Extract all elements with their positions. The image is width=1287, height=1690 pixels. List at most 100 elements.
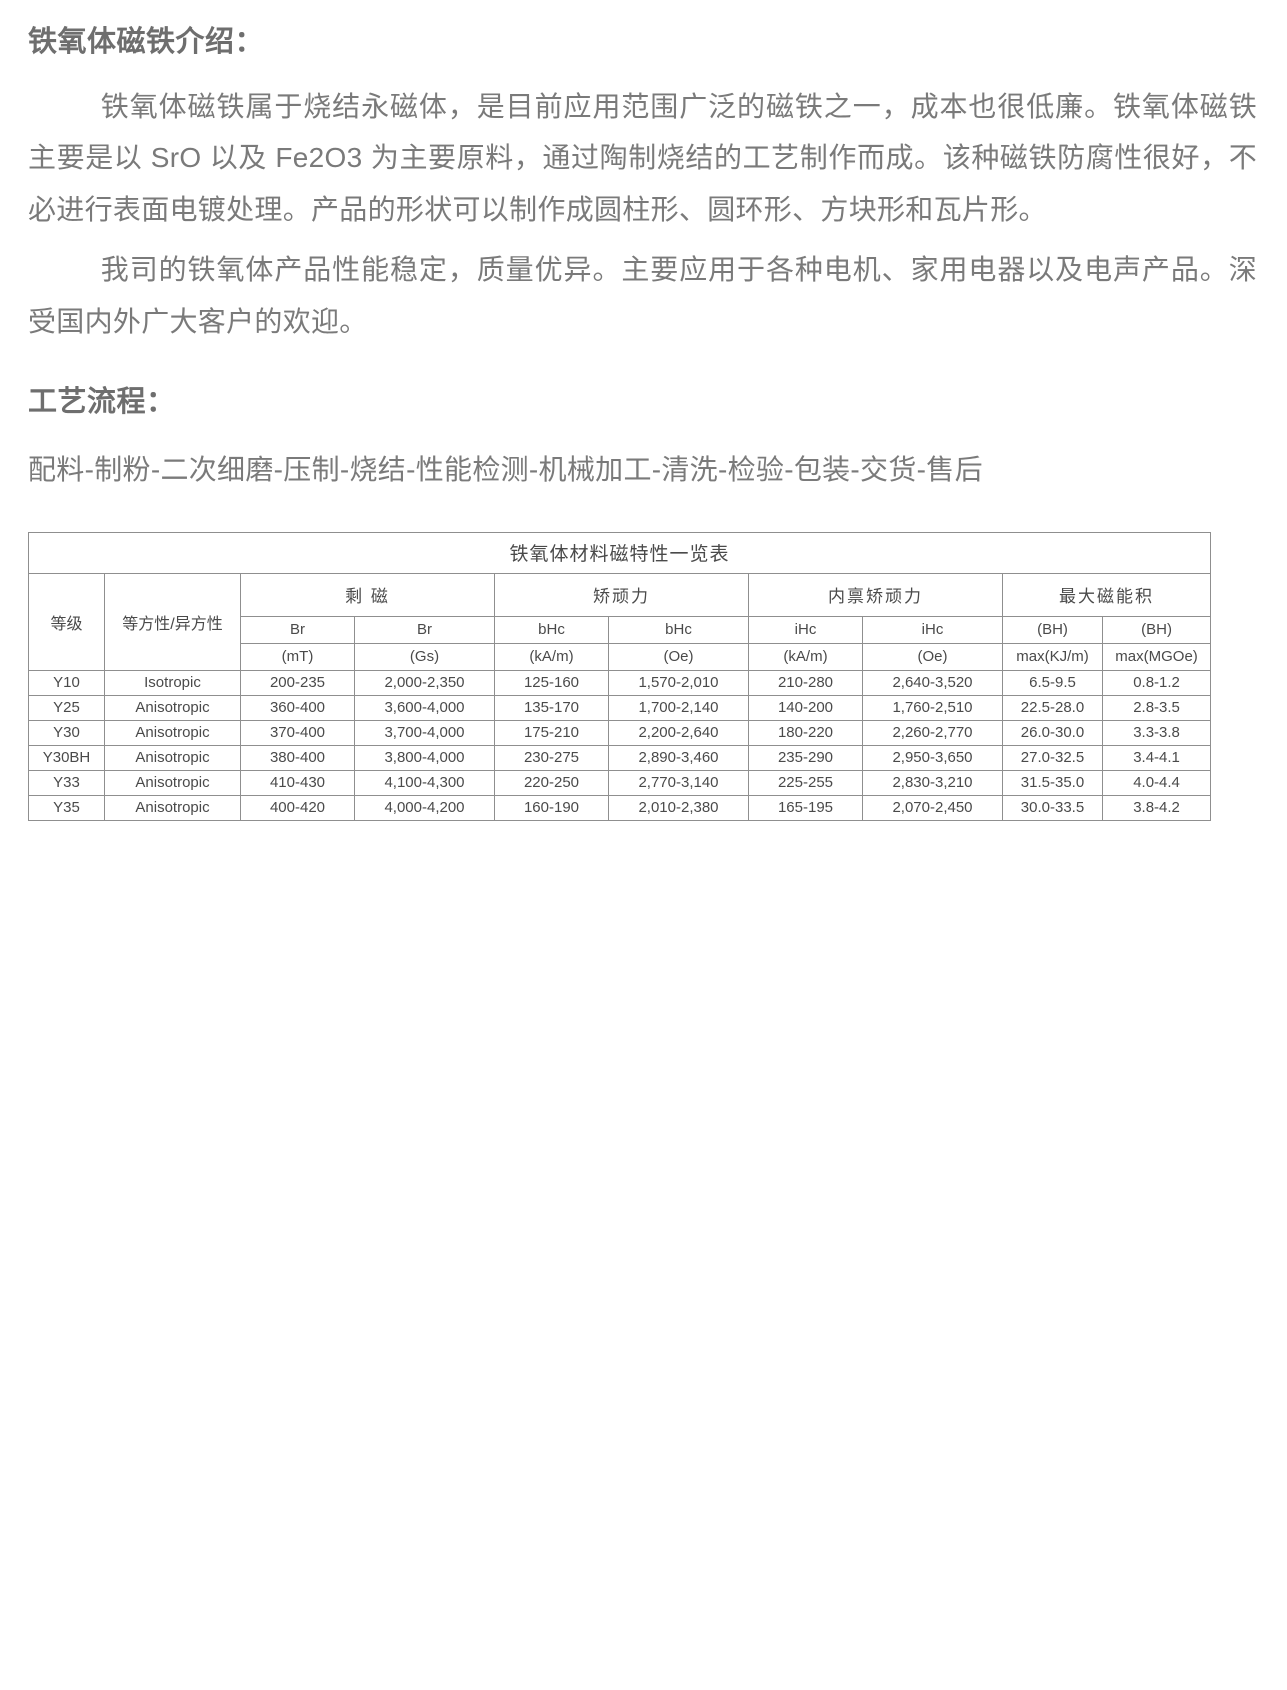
table-row: Y25 Anisotropic 360-400 3,600-4,000 135-170 1…	[28, 694, 1212, 721]
cell-value: 200-235	[240, 669, 355, 696]
subheader-bh-kjm: (BH)	[1002, 615, 1103, 644]
cell-value: 230-275	[494, 744, 609, 771]
cell-isotropy: Isotropic	[104, 669, 241, 696]
cell-value: 225-255	[748, 769, 863, 796]
table-head: 铁氧体材料磁特性一览表 等级 等方性/异方性 剩 磁 矫顽力 内禀矫顽力 最大磁…	[27, 531, 1212, 671]
header-grade: 等级	[28, 572, 105, 671]
subheader-ihc-oe: iHc	[862, 615, 1003, 644]
cell-value: 4,100-4,300	[354, 769, 495, 796]
table-title-row: 铁氧体材料磁特性一览表	[27, 531, 1212, 574]
cell-value: 27.0-32.5	[1002, 744, 1103, 771]
cell-value: 3,800-4,000	[354, 744, 495, 771]
header-group-max-energy-product: 最大磁能积	[1001, 572, 1212, 617]
table-title: 铁氧体材料磁特性一览表	[27, 531, 1212, 574]
paragraph-ferrite-description: 铁氧体磁铁属于烧结永磁体，是目前应用范围广泛的磁铁之一，成本也很低廉。铁氧体磁铁…	[28, 90, 1257, 226]
table-row: Y10 Isotropic 200-235 2,000-2,350 125-160 1,5…	[28, 669, 1212, 696]
unit-ihc-oe: (Oe)	[862, 642, 1003, 671]
cell-value: 1,700-2,140	[608, 694, 749, 721]
subheader-br-mt: Br	[240, 615, 355, 644]
cell-value: 2.8-3.5	[1101, 694, 1212, 721]
cell-value: 400-420	[240, 794, 355, 821]
page-title-ferrite-intro: 铁氧体磁铁介绍：	[28, 26, 265, 58]
cell-grade: Y30BH	[28, 744, 105, 771]
cell-value: 31.5-35.0	[1002, 769, 1103, 796]
paragraph-product-application: 我司的铁氧体产品性能稳定，质量优异。主要应用于各种电机、家用电器以及电声产品。深…	[28, 253, 1257, 337]
cell-value: 135-170	[494, 694, 609, 721]
cell-grade: Y10	[28, 669, 105, 696]
table-row: Y30BH Anisotropic 380-400 3,800-4,000 230-27…	[28, 744, 1212, 771]
cell-isotropy: Anisotropic	[104, 794, 241, 821]
cell-value: 2,830-3,210	[862, 769, 1003, 796]
cell-grade: Y30	[28, 719, 105, 746]
cell-grade: Y25	[28, 694, 105, 721]
cell-value: 30.0-33.5	[1002, 794, 1103, 821]
cell-value: 175-210	[494, 719, 609, 746]
cell-value: 1,570-2,010	[608, 669, 749, 696]
cell-isotropy: Anisotropic	[104, 719, 241, 746]
subheader-br-gs: Br	[354, 615, 495, 644]
cell-value: 165-195	[748, 794, 863, 821]
cell-value: 235-290	[748, 744, 863, 771]
cell-value: 2,070-2,450	[862, 794, 1003, 821]
ferrite-magnetic-properties-table: 铁氧体材料磁特性一览表 等级 等方性/异方性 剩 磁 矫顽力 内禀矫顽力 最大磁…	[27, 531, 1212, 821]
cell-value: 2,950-3,650	[862, 744, 1003, 771]
table-row: Y33 Anisotropic 410-430 4,100-4,300 220-250 2…	[28, 769, 1212, 796]
cell-value: 3.4-4.1	[1101, 744, 1212, 771]
cell-value: 3,600-4,000	[354, 694, 495, 721]
cell-value: 4,000-4,200	[354, 794, 495, 821]
cell-value: 180-220	[748, 719, 863, 746]
header-group-intrinsic-coercivity: 内禀矫顽力	[748, 572, 1003, 617]
cell-value: 370-400	[240, 719, 355, 746]
cell-value: 3.8-4.2	[1101, 794, 1212, 821]
spec-table-container: 铁氧体材料磁特性一览表 等级 等方性/异方性 剩 磁 矫顽力 内禀矫顽力 最大磁…	[27, 531, 1212, 821]
cell-value: 0.8-1.2	[1101, 669, 1212, 696]
cell-isotropy: Anisotropic	[104, 744, 241, 771]
cell-value: 160-190	[494, 794, 609, 821]
table-subheader-row: Br Br bHc bHc iHc iHc (BH) (BH)	[29, 615, 1212, 644]
unit-ihc-kam: (kA/m)	[748, 642, 863, 671]
cell-value: 2,770-3,140	[608, 769, 749, 796]
cell-value: 2,890-3,460	[608, 744, 749, 771]
unit-bh-kjm: max(KJ/m)	[1002, 642, 1103, 671]
cell-value: 210-280	[748, 669, 863, 696]
header-group-remanence: 剩 磁	[240, 572, 495, 617]
subheader-bhc-oe: bHc	[608, 615, 749, 644]
cell-value: 2,010-2,380	[608, 794, 749, 821]
table-unit-row: (mT) (Gs) (kA/m) (Oe) (kA/m) (Oe) max(KJ…	[29, 642, 1212, 671]
unit-bhc-oe: (Oe)	[608, 642, 749, 671]
table-group-header-row: 等级 等方性/异方性 剩 磁 矫顽力 内禀矫顽力 最大磁能积	[28, 572, 1212, 671]
subheader-bhc-kam: bHc	[494, 615, 609, 644]
cell-value: 410-430	[240, 769, 355, 796]
table-row: Y35 Anisotropic 400-420 4,000-4,200 160-190 2…	[28, 794, 1212, 821]
cell-value: 4.0-4.4	[1101, 769, 1212, 796]
cell-value: 2,000-2,350	[354, 669, 495, 696]
unit-bh-mgoe: max(MGOe)	[1101, 642, 1212, 671]
cell-value: 2,200-2,640	[608, 719, 749, 746]
header-group-coercivity: 矫顽力	[494, 572, 749, 617]
header-isotropy: 等方性/异方性	[104, 572, 241, 671]
unit-bhc-kam: (kA/m)	[494, 642, 609, 671]
cell-value: 360-400	[240, 694, 355, 721]
cell-value: 26.0-30.0	[1002, 719, 1103, 746]
cell-grade: Y33	[28, 769, 105, 796]
process-flow-text: 配料-制粉-二次细磨-压制-烧结-性能检测-机械加工-清洗-检验-包装-交货-售…	[28, 454, 983, 486]
cell-value: 3,700-4,000	[354, 719, 495, 746]
cell-isotropy: Anisotropic	[104, 694, 241, 721]
unit-br-gs: (Gs)	[354, 642, 495, 671]
cell-value: 220-250	[494, 769, 609, 796]
cell-value: 3.3-3.8	[1101, 719, 1212, 746]
cell-value: 2,260-2,770	[862, 719, 1003, 746]
subheader-ihc-kam: iHc	[748, 615, 863, 644]
cell-grade: Y35	[28, 794, 105, 821]
cell-value: 2,640-3,520	[862, 669, 1003, 696]
unit-br-mt: (mT)	[240, 642, 355, 671]
table-body: Y10 Isotropic 200-235 2,000-2,350 125-160 1,5…	[28, 669, 1212, 821]
section-heading-process-flow: 工艺流程：	[28, 385, 176, 418]
cell-value: 1,760-2,510	[862, 694, 1003, 721]
cell-value: 140-200	[748, 694, 863, 721]
table-row: Y30 Anisotropic 370-400 3,700-4,000 175-210 2…	[28, 719, 1212, 746]
subheader-bh-mgoe: (BH)	[1101, 615, 1212, 644]
cell-value: 380-400	[240, 744, 355, 771]
cell-isotropy: Anisotropic	[104, 769, 241, 796]
